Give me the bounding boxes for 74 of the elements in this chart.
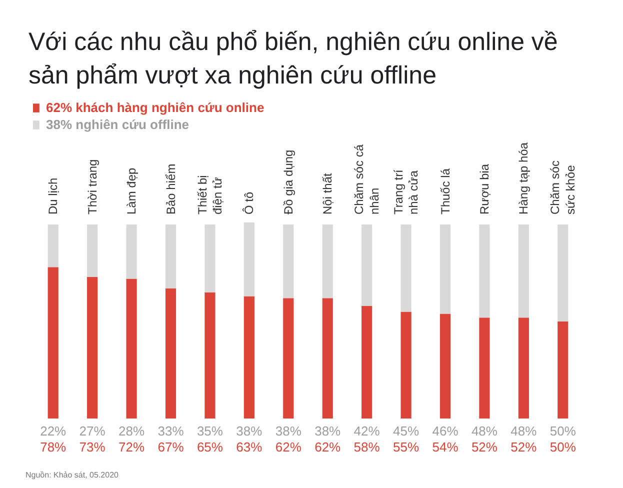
data-label: 72% [118, 440, 145, 454]
data-label: 33% [158, 424, 184, 438]
data-label: 27% [79, 424, 106, 438]
bar [126, 224, 137, 279]
x-tick-label: Du lịch [46, 178, 60, 214]
data-label: 63% [236, 440, 263, 454]
x-tick-label: Chăm sóc sức khỏe [548, 160, 578, 214]
bar [48, 224, 58, 268]
data-label: 58% [354, 440, 380, 454]
x-tick-label: Bảo hiểm [164, 164, 178, 214]
x-tick-label: Ô tô [242, 192, 256, 214]
data-label: 48% [471, 424, 498, 438]
data-label: 78% [40, 440, 67, 454]
legend-label: 62% khách hàng nghiên cứu online [46, 100, 264, 115]
bar [48, 267, 58, 418]
x-tick-label: Làm đẹp [124, 167, 139, 214]
data-label: 38% [236, 424, 263, 438]
x-tick-label: Thời trang [85, 159, 100, 214]
bar [440, 314, 451, 418]
bar [518, 318, 529, 418]
data-label: 35% [196, 424, 224, 438]
bar [362, 224, 372, 306]
bar [518, 224, 529, 318]
x-tick-label: Thiết bị điện tử [195, 175, 225, 214]
bar [204, 292, 216, 418]
data-label: 65% [196, 440, 224, 454]
x-tick-label: Thuốc lá [438, 168, 452, 214]
chart-title: Với các nhu cầu phổ biến, nghiên cứu online về sản phẩm vượt xa nghiên cứu offline [28, 28, 558, 90]
data-label: 52% [510, 440, 538, 454]
bar [400, 224, 412, 312]
bar [479, 224, 490, 318]
data-label: 42% [354, 424, 380, 438]
bar [283, 224, 294, 298]
x-tick-label: Đồ gia dụng [281, 150, 296, 214]
bar [165, 224, 176, 288]
bar [87, 276, 98, 418]
x-tick-label: Nội thất [320, 172, 335, 214]
bar [322, 224, 333, 298]
bar [165, 288, 176, 418]
data-label: 67% [158, 440, 184, 454]
bar [558, 224, 568, 322]
data-label: 50% [550, 424, 576, 438]
x-tick-label: Trang trí nhà cửa [391, 168, 421, 214]
bar [558, 321, 568, 418]
data-label: 62% [314, 440, 342, 454]
bar [126, 278, 137, 418]
bar [87, 224, 98, 277]
x-tick-label: Rượu bia [477, 164, 492, 214]
data-label: 50% [550, 440, 576, 454]
x-tick-label: Hàng tạp hóa [516, 142, 531, 214]
bar [322, 298, 333, 418]
x-tick-label: Chăm sóc cá nhân [352, 144, 382, 214]
data-label: 62% [275, 440, 302, 454]
data-label: 46% [432, 424, 459, 438]
data-label: 48% [510, 424, 538, 438]
bar [362, 306, 372, 418]
bar [204, 224, 216, 292]
data-label: 45% [393, 424, 420, 438]
legend-label: 38% nghiên cứu offline [46, 117, 190, 132]
data-label: 28% [118, 424, 145, 438]
bar [244, 296, 254, 418]
bar [244, 222, 254, 296]
data-label: 73% [79, 440, 106, 454]
data-label: 52% [471, 440, 498, 454]
bar [283, 298, 294, 418]
data-label: 38% [314, 424, 342, 438]
bar [440, 224, 451, 314]
data-label: 54% [432, 440, 459, 454]
bar [479, 318, 490, 418]
data-label: 38% [275, 424, 302, 438]
bar [400, 312, 412, 418]
text: Nguồn: Khảo sát, 05.2020 [26, 470, 120, 480]
data-label: 22% [40, 424, 67, 438]
data-label: 55% [393, 440, 420, 454]
